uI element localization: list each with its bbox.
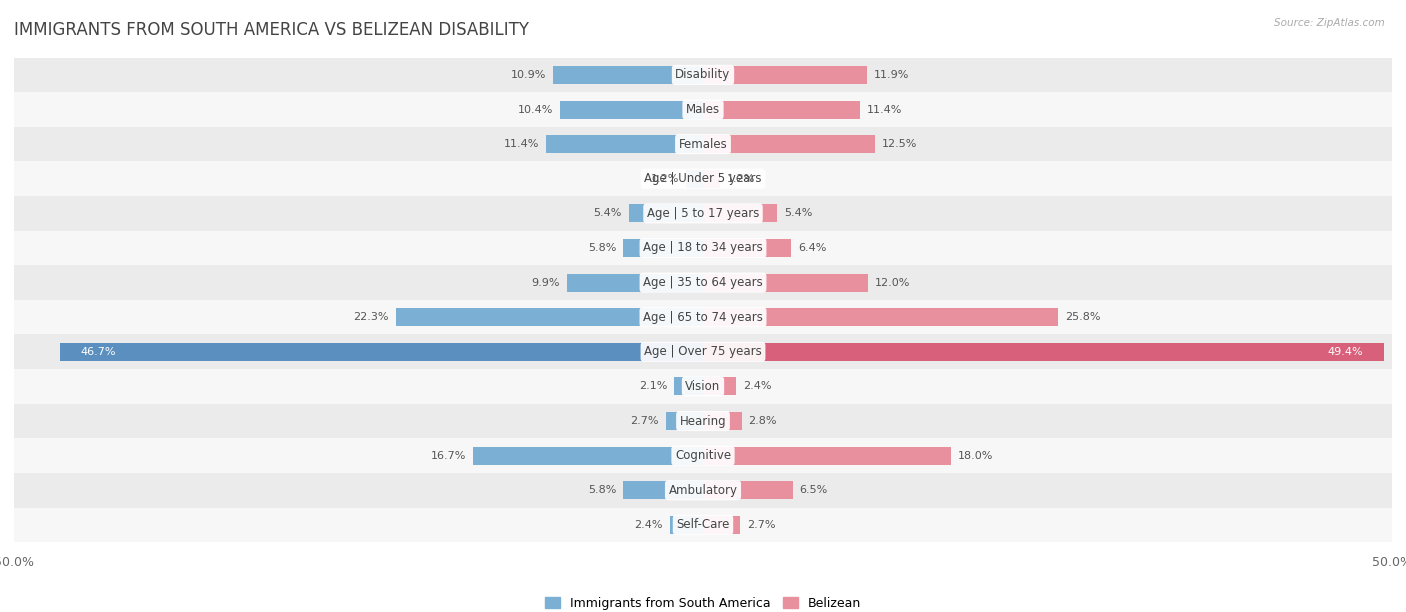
Bar xyxy=(14,507,1392,542)
Text: 22.3%: 22.3% xyxy=(353,312,389,322)
Bar xyxy=(14,300,1392,335)
Text: 9.9%: 9.9% xyxy=(531,278,560,288)
Bar xyxy=(703,274,869,291)
Text: Age | 18 to 34 years: Age | 18 to 34 years xyxy=(643,242,763,255)
Bar xyxy=(623,481,703,499)
Bar xyxy=(703,135,875,153)
Text: 49.4%: 49.4% xyxy=(1327,347,1362,357)
Text: 6.4%: 6.4% xyxy=(799,243,827,253)
Bar xyxy=(703,239,792,257)
Bar xyxy=(14,196,1392,231)
Text: 11.9%: 11.9% xyxy=(875,70,910,80)
Bar xyxy=(703,100,860,119)
Text: Hearing: Hearing xyxy=(679,414,727,428)
Text: IMMIGRANTS FROM SOUTH AMERICA VS BELIZEAN DISABILITY: IMMIGRANTS FROM SOUTH AMERICA VS BELIZEA… xyxy=(14,21,529,39)
Text: Cognitive: Cognitive xyxy=(675,449,731,462)
Legend: Immigrants from South America, Belizean: Immigrants from South America, Belizean xyxy=(544,597,862,610)
Text: Age | 35 to 64 years: Age | 35 to 64 years xyxy=(643,276,763,289)
Bar xyxy=(703,378,737,395)
Bar xyxy=(567,274,703,291)
Bar xyxy=(14,404,1392,438)
Bar xyxy=(14,92,1392,127)
Bar xyxy=(623,239,703,257)
Bar xyxy=(628,204,703,222)
Text: 6.5%: 6.5% xyxy=(800,485,828,495)
Text: 12.5%: 12.5% xyxy=(882,139,918,149)
Text: 2.8%: 2.8% xyxy=(748,416,778,426)
Bar xyxy=(560,100,703,119)
Text: 5.8%: 5.8% xyxy=(588,485,616,495)
Text: 12.0%: 12.0% xyxy=(875,278,911,288)
Text: 2.7%: 2.7% xyxy=(747,520,776,530)
Bar xyxy=(703,343,1384,361)
Bar xyxy=(703,170,720,188)
Bar xyxy=(472,447,703,465)
Text: 46.7%: 46.7% xyxy=(80,347,115,357)
Text: 18.0%: 18.0% xyxy=(957,450,993,461)
Bar xyxy=(703,516,740,534)
Bar xyxy=(703,66,868,84)
Bar xyxy=(14,162,1392,196)
Bar xyxy=(14,369,1392,404)
Bar xyxy=(673,378,703,395)
Bar xyxy=(546,135,703,153)
Bar xyxy=(14,265,1392,300)
Text: Self-Care: Self-Care xyxy=(676,518,730,531)
Bar xyxy=(553,66,703,84)
Text: Source: ZipAtlas.com: Source: ZipAtlas.com xyxy=(1274,18,1385,28)
Bar xyxy=(14,231,1392,265)
Text: 10.9%: 10.9% xyxy=(510,70,546,80)
Bar xyxy=(666,412,703,430)
Text: 2.1%: 2.1% xyxy=(638,381,668,392)
Bar xyxy=(703,412,741,430)
Bar xyxy=(703,308,1059,326)
Text: Age | 65 to 74 years: Age | 65 to 74 years xyxy=(643,311,763,324)
Text: Age | 5 to 17 years: Age | 5 to 17 years xyxy=(647,207,759,220)
Text: 11.4%: 11.4% xyxy=(503,139,538,149)
Text: Vision: Vision xyxy=(685,380,721,393)
Text: 2.7%: 2.7% xyxy=(630,416,659,426)
Text: 5.4%: 5.4% xyxy=(785,208,813,218)
Text: Age | Under 5 years: Age | Under 5 years xyxy=(644,172,762,185)
Bar xyxy=(703,204,778,222)
Text: 2.4%: 2.4% xyxy=(742,381,772,392)
Text: 10.4%: 10.4% xyxy=(517,105,553,114)
Text: 5.8%: 5.8% xyxy=(588,243,616,253)
Text: 1.2%: 1.2% xyxy=(651,174,679,184)
Bar xyxy=(703,447,950,465)
Text: Ambulatory: Ambulatory xyxy=(668,483,738,497)
Bar xyxy=(14,127,1392,162)
Text: Males: Males xyxy=(686,103,720,116)
Text: 11.4%: 11.4% xyxy=(868,105,903,114)
Text: 5.4%: 5.4% xyxy=(593,208,621,218)
Bar xyxy=(14,438,1392,473)
Bar xyxy=(59,343,703,361)
Bar xyxy=(14,58,1392,92)
Text: 1.2%: 1.2% xyxy=(727,174,755,184)
Text: Females: Females xyxy=(679,138,727,151)
Bar xyxy=(669,516,703,534)
Bar xyxy=(686,170,703,188)
Bar xyxy=(14,473,1392,507)
Text: Disability: Disability xyxy=(675,69,731,81)
Text: 16.7%: 16.7% xyxy=(430,450,465,461)
Text: 2.4%: 2.4% xyxy=(634,520,664,530)
Bar xyxy=(703,481,793,499)
Text: 25.8%: 25.8% xyxy=(1066,312,1101,322)
Bar xyxy=(395,308,703,326)
Text: Age | Over 75 years: Age | Over 75 years xyxy=(644,345,762,358)
Bar xyxy=(14,335,1392,369)
